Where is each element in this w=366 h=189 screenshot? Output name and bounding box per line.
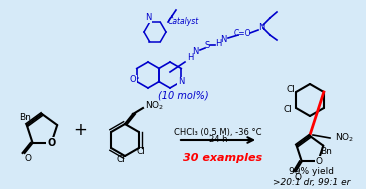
Text: S: S bbox=[204, 42, 210, 50]
Text: O: O bbox=[47, 138, 56, 148]
Text: Cl: Cl bbox=[137, 147, 145, 156]
Text: H: H bbox=[187, 53, 193, 61]
Text: 30 examples: 30 examples bbox=[183, 153, 262, 163]
Text: >20:1 dr, 99:1 er: >20:1 dr, 99:1 er bbox=[273, 177, 351, 187]
Text: +: + bbox=[73, 121, 87, 139]
Text: Catalyst: Catalyst bbox=[167, 18, 199, 26]
Text: C=O: C=O bbox=[233, 29, 251, 37]
Text: NO$_2$: NO$_2$ bbox=[145, 100, 164, 112]
Text: N: N bbox=[178, 77, 184, 87]
Text: O: O bbox=[24, 154, 31, 163]
Text: H: H bbox=[215, 40, 221, 49]
Text: NO$_2$: NO$_2$ bbox=[335, 132, 354, 144]
Text: O: O bbox=[316, 157, 323, 166]
Text: (10 mol%): (10 mol%) bbox=[158, 90, 208, 100]
Text: 24 h: 24 h bbox=[209, 136, 227, 145]
Text: N: N bbox=[258, 23, 264, 33]
Text: N: N bbox=[220, 36, 226, 44]
Text: Cl: Cl bbox=[284, 105, 292, 115]
Text: N: N bbox=[145, 13, 151, 22]
Text: Cl: Cl bbox=[287, 85, 296, 94]
Text: O: O bbox=[294, 173, 301, 182]
Text: O: O bbox=[130, 75, 136, 84]
Text: Bn: Bn bbox=[320, 147, 332, 156]
Text: Cl: Cl bbox=[116, 156, 126, 164]
Text: 99% yield: 99% yield bbox=[290, 167, 335, 177]
Text: Bn: Bn bbox=[19, 113, 31, 122]
Text: CHCl₃ (0.5 M), -36 °C: CHCl₃ (0.5 M), -36 °C bbox=[174, 128, 262, 136]
Text: N: N bbox=[192, 46, 198, 56]
